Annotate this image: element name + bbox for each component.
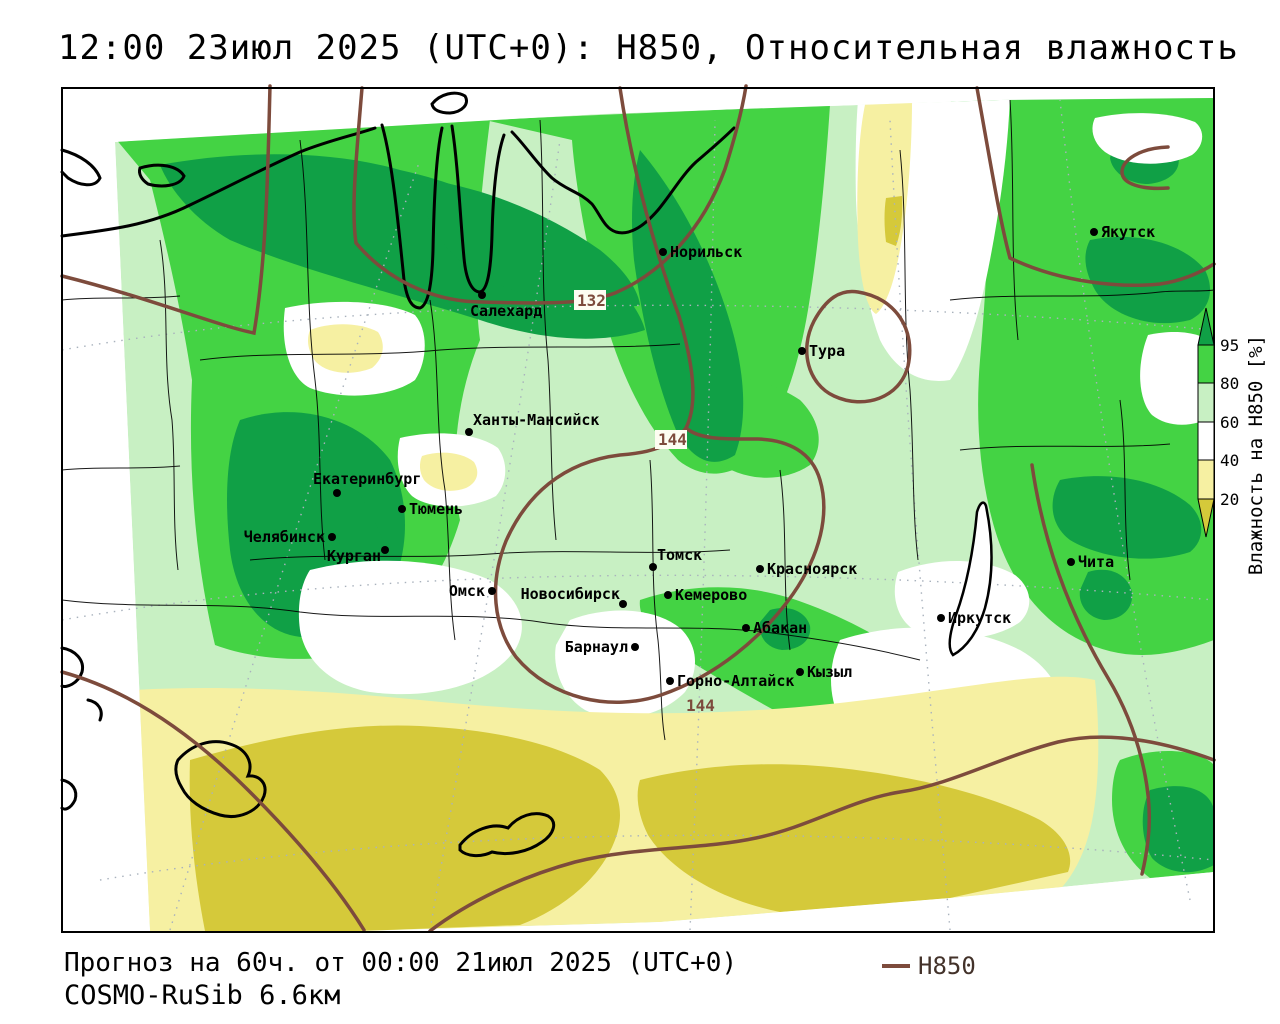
city-dot-icon — [1090, 228, 1098, 236]
model-info: COSMO-RuSib 6.6км — [64, 980, 341, 1011]
lake-baikal — [948, 501, 993, 657]
city-dot-icon — [478, 291, 486, 299]
city-dot-icon — [664, 591, 672, 599]
city-dot-icon — [381, 546, 389, 554]
city-dot-icon — [465, 428, 473, 436]
contour-label-box — [655, 430, 687, 449]
map-frame — [61, 87, 1215, 933]
colorbar-axis-label: Влажность на H850 [%] — [1245, 335, 1267, 575]
colorbar-arrow-bottom — [1197, 498, 1215, 538]
colorbar-seg-20-40 — [1197, 459, 1215, 500]
h850-line-sample — [882, 964, 910, 968]
city-dot-icon — [328, 533, 336, 541]
forecast-info: Прогноз на 60ч. от 00:00 21июл 2025 (UTC… — [64, 948, 738, 978]
contour-label-132: 132 — [577, 291, 606, 310]
h850-line-legend: H850 — [882, 952, 976, 980]
colorbar-tick-60: 60 — [1220, 413, 1239, 432]
colorbar-seg-60-80 — [1197, 382, 1215, 423]
colorbar-tick-95: 95 — [1220, 336, 1239, 355]
city-dot-icon — [488, 587, 496, 595]
contour-label-144-center: 144 — [658, 430, 687, 449]
humidity-field — [115, 98, 1214, 931]
city-dot-icon — [659, 248, 667, 256]
city-dot-icon — [796, 668, 804, 676]
page-title: 12:00 23июл 2025 (UTC+0): H850, Относите… — [58, 28, 1239, 68]
city-dot-icon — [333, 489, 341, 497]
city-dot-icon — [649, 563, 657, 571]
graticule-lines — [61, 99, 1215, 931]
city-dot-icon — [666, 677, 674, 685]
colorbar-seg-40-60 — [1197, 421, 1215, 461]
h850-line-label: H850 — [918, 952, 976, 980]
city-dot-icon — [619, 600, 627, 608]
city-dot-icon — [756, 565, 764, 573]
contour-label-144-south: 144 — [686, 696, 715, 715]
city-dot-icon — [398, 505, 406, 513]
city-dot-icon — [937, 614, 945, 622]
colorbar-tick-40: 40 — [1220, 451, 1239, 470]
city-dot-icon — [798, 347, 806, 355]
colorbar: 95 80 60 40 20 Влажность на H850 [%] — [1197, 307, 1267, 575]
contour-label-group: 132 144 144 — [574, 290, 715, 715]
colorbar-tick-80: 80 — [1220, 374, 1239, 393]
colorbar-tick-20: 20 — [1220, 490, 1239, 509]
h850-contours — [60, 84, 1216, 933]
city-dot-icon — [742, 624, 750, 632]
city-dot-icon — [1067, 558, 1075, 566]
city-dot-icon — [631, 643, 639, 651]
admin-borders — [61, 99, 1215, 741]
colorbar-seg-80-95 — [1197, 344, 1215, 384]
contour-label-box — [574, 290, 606, 310]
